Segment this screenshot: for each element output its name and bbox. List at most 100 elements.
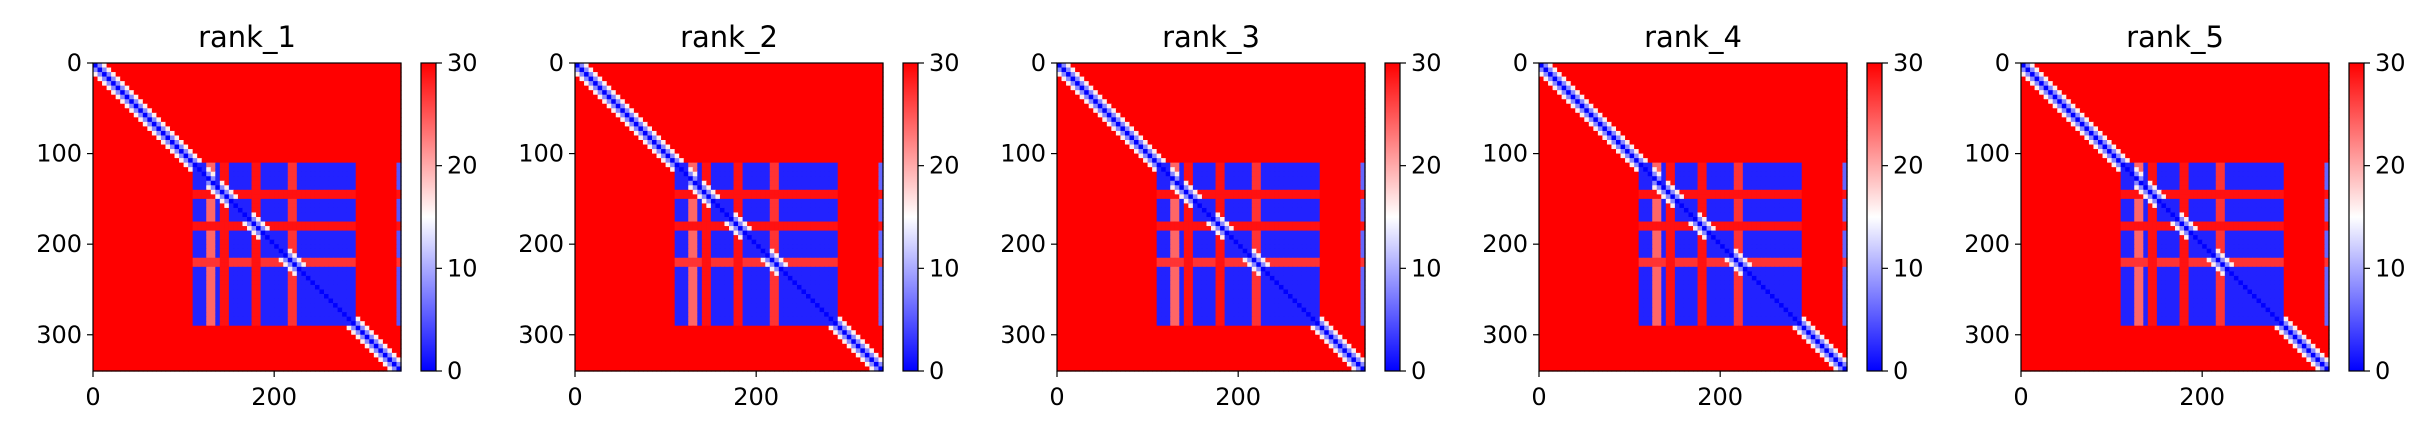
heatmap-cell	[165, 194, 170, 199]
heatmap-cell	[233, 163, 238, 168]
heatmap-cell	[770, 68, 775, 73]
heatmap-cell	[197, 312, 202, 317]
heatmap-cell	[184, 163, 189, 168]
heatmap-cell	[156, 244, 161, 249]
heatmap-cell	[188, 280, 193, 285]
heatmap-cell	[170, 271, 175, 276]
heatmap-cell	[338, 208, 343, 213]
heatmap-cell	[270, 289, 275, 294]
heatmap-cell	[107, 190, 112, 195]
heatmap-cell	[270, 326, 275, 331]
heatmap-cell	[156, 258, 161, 263]
heatmap-cell	[175, 348, 180, 353]
heatmap-cell	[392, 226, 397, 231]
heatmap-cell	[220, 208, 225, 213]
heatmap-cell	[161, 140, 166, 145]
heatmap-cell	[120, 289, 125, 294]
heatmap-cell	[129, 172, 134, 177]
heatmap-cell	[233, 357, 238, 362]
heatmap-cell	[288, 244, 293, 249]
heatmap-cell	[184, 167, 189, 172]
heatmap-cell	[211, 280, 216, 285]
x-tick-label: 0	[85, 383, 100, 411]
heatmap-cell	[179, 294, 184, 299]
heatmap-cell	[369, 249, 374, 254]
heatmap-cell	[387, 357, 392, 362]
heatmap-cell	[279, 253, 284, 258]
heatmap-cell	[315, 81, 320, 86]
heatmap-cell	[747, 63, 752, 68]
heatmap-cell	[179, 335, 184, 340]
heatmap-cell	[224, 240, 229, 245]
heatmap-cell	[152, 117, 157, 122]
heatmap-cell	[265, 163, 270, 168]
heatmap-cell	[98, 90, 103, 95]
heatmap-cell	[261, 308, 266, 313]
heatmap-cell	[378, 308, 383, 313]
heatmap-cell	[93, 312, 98, 317]
heatmap-cell	[378, 303, 383, 308]
heatmap-cell	[324, 99, 329, 104]
heatmap-cell	[378, 99, 383, 104]
heatmap-cell	[283, 68, 288, 73]
heatmap-cell	[301, 335, 306, 340]
heatmap-cell	[347, 208, 352, 213]
heatmap-cell	[383, 172, 388, 177]
heatmap-cell	[161, 63, 166, 68]
heatmap-cell	[310, 208, 315, 213]
heatmap-cell	[333, 77, 338, 82]
heatmap-cell	[256, 339, 261, 344]
heatmap-cell	[93, 339, 98, 344]
heatmap-cell	[306, 181, 311, 186]
heatmap-cell	[374, 131, 379, 136]
heatmap-cell	[111, 108, 116, 113]
heatmap-cell	[165, 353, 170, 358]
heatmap-cell	[129, 303, 134, 308]
heatmap-cell	[666, 77, 671, 82]
heatmap-cell	[860, 77, 865, 82]
heatmap-cell	[111, 181, 116, 186]
heatmap-cell	[356, 68, 361, 73]
heatmap-cell	[288, 122, 293, 127]
heatmap-cell	[107, 285, 112, 290]
heatmap-cell	[369, 167, 374, 172]
heatmap-cell	[279, 99, 284, 104]
heatmap-cell	[165, 108, 170, 113]
heatmap-cell	[188, 135, 193, 140]
heatmap-cell	[580, 86, 585, 91]
heatmap-cell	[297, 81, 302, 86]
heatmap-cell	[211, 249, 216, 254]
heatmap-cell	[247, 199, 252, 204]
heatmap-cell	[193, 344, 198, 349]
heatmap-cell	[288, 140, 293, 145]
heatmap-cell	[301, 353, 306, 358]
heatmap-cell	[134, 244, 139, 249]
heatmap-cell	[202, 212, 207, 217]
heatmap-cell	[338, 344, 343, 349]
heatmap-cell	[851, 81, 856, 86]
heatmap-cell	[224, 222, 229, 227]
heatmap-cell	[111, 235, 116, 240]
heatmap-cell	[120, 330, 125, 335]
heatmap-cell	[188, 81, 193, 86]
heatmap-cell	[365, 131, 370, 136]
heatmap-cell	[306, 312, 311, 317]
heatmap-cell	[301, 339, 306, 344]
heatmap-cell	[224, 353, 229, 358]
heatmap-cell	[125, 285, 130, 290]
heatmap-cell	[324, 135, 329, 140]
heatmap-cell	[333, 181, 338, 186]
heatmap-cell	[134, 308, 139, 313]
heatmap-cell	[134, 176, 139, 181]
heatmap-cell	[270, 145, 275, 150]
heatmap-cell	[129, 308, 134, 313]
heatmap-cell	[98, 63, 103, 68]
heatmap-cell	[356, 348, 361, 353]
heatmap-cell	[116, 244, 121, 249]
heatmap-cell	[202, 339, 207, 344]
heatmap-cell	[98, 222, 103, 227]
heatmap-cell	[233, 90, 238, 95]
heatmap-cell	[161, 154, 166, 159]
heatmap-cell	[383, 240, 388, 245]
heatmap-cell	[283, 163, 288, 168]
